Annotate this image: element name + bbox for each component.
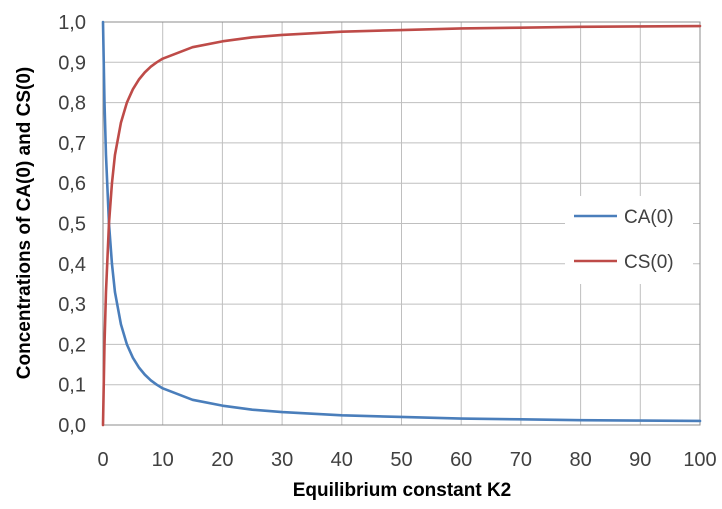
- y-tick-label: 1,0: [58, 12, 86, 34]
- x-tick-label: 0: [97, 449, 108, 471]
- x-axis-title: Equilibrium constant K2: [293, 480, 512, 501]
- legend-label-ca0: CA(0): [624, 207, 674, 228]
- y-tick-label: 0,4: [58, 254, 86, 276]
- x-tick-label: 20: [211, 449, 233, 471]
- x-tick-label: 70: [510, 449, 532, 471]
- y-tick-label: 0,6: [58, 173, 86, 195]
- x-tick-label: 90: [629, 449, 651, 471]
- x-axis-tick-labels: 0 10 20 30 40 50 60 70 80 90 100: [97, 449, 716, 471]
- series-line-ca-0: [101, 20, 702, 423]
- y-tick-label: 0,7: [58, 133, 86, 155]
- x-tick-label: 40: [331, 449, 353, 471]
- y-tick-label: 0,1: [58, 375, 86, 397]
- x-tick-label: 100: [683, 449, 716, 471]
- legend-background: [565, 196, 693, 284]
- series-lines: [101, 20, 702, 427]
- y-tick-label: 0,0: [58, 415, 86, 437]
- legend: CA(0) CS(0): [565, 196, 693, 284]
- series-line-cs-0: [101, 24, 702, 427]
- x-tick-label: 50: [390, 449, 412, 471]
- x-tick-label: 60: [450, 449, 472, 471]
- x-tick-label: 80: [569, 449, 591, 471]
- y-tick-label: 0,2: [58, 334, 86, 356]
- y-axis-title: Concentrations of CA(0) and CS(0): [14, 67, 35, 379]
- x-tick-label: 30: [271, 449, 293, 471]
- legend-label-cs0: CS(0): [624, 252, 674, 273]
- y-tick-label: 0,9: [58, 52, 86, 74]
- y-tick-label: 0,5: [58, 214, 86, 236]
- y-tick-label: 0,3: [58, 294, 86, 316]
- x-tick-label: 10: [152, 449, 174, 471]
- y-axis-tick-labels: 0,0 0,1 0,2 0,3 0,4 0,5 0,6 0,7 0,8 0,9 1,0: [58, 12, 86, 437]
- plot-frame: [102, 21, 701, 426]
- y-tick-label: 0,8: [58, 93, 86, 115]
